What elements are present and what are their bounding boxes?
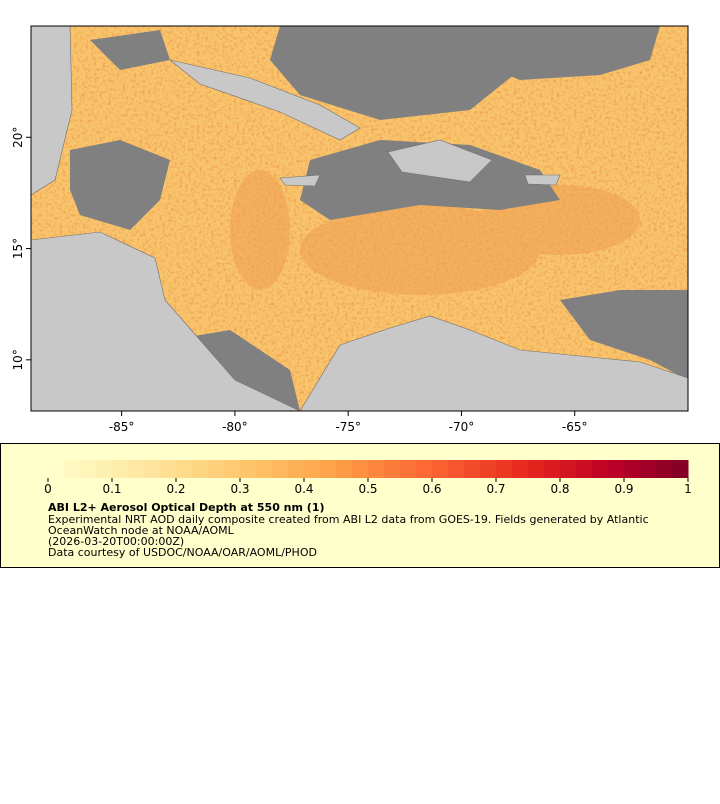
x-tick-label: -65° <box>562 420 588 434</box>
colorbar-step <box>272 460 289 478</box>
colorbar-step <box>96 460 113 478</box>
colorbar-step <box>192 460 209 478</box>
colorbar-step <box>256 460 273 478</box>
colorbar-tick-label: 0.9 <box>614 482 633 496</box>
colorbar-step <box>320 460 337 478</box>
colorbar-tick-label: 0.3 <box>230 482 249 496</box>
colorbar-step <box>400 460 417 478</box>
colorbar-step <box>64 460 81 478</box>
colorbar-tick-label: 0 <box>44 482 52 496</box>
colorbar-step <box>304 460 321 478</box>
legend-line: (2026-03-20T00:00:00Z) <box>48 535 184 548</box>
colorbar-step <box>112 460 129 478</box>
y-tick-label: 10° <box>11 349 25 370</box>
x-tick-label: -85° <box>109 420 135 434</box>
colorbar-step <box>288 460 305 478</box>
legend-line: Data courtesy of USDOC/NOAA/OAR/AOML/PHO… <box>48 546 317 559</box>
colorbar-step <box>144 460 161 478</box>
colorbar-step <box>432 460 449 478</box>
colorbar-step <box>560 460 577 478</box>
colorbar-step <box>608 460 625 478</box>
map <box>31 26 688 411</box>
colorbar-step <box>480 460 497 478</box>
colorbar-step <box>48 460 65 478</box>
map-frame <box>30 25 689 412</box>
colorbar-tick-label: 0.2 <box>166 482 185 496</box>
colorbar-step <box>640 460 657 478</box>
colorbar-step <box>672 460 689 478</box>
axes: -85° -80° -75° -70° -65° 10° 15° 20° <box>11 127 588 434</box>
legend-line: Experimental NRT AOD daily composite cre… <box>48 513 649 526</box>
colorbar-tick-label: 0.1 <box>102 482 121 496</box>
x-tick-label: -70° <box>449 420 475 434</box>
colorbar-step <box>544 460 561 478</box>
colorbar-step <box>592 460 609 478</box>
colorbar-step <box>208 460 225 478</box>
y-tick-label: 15° <box>11 238 25 259</box>
colorbar-step <box>496 460 513 478</box>
colorbar-step <box>336 460 353 478</box>
x-tick-label: -80° <box>222 420 248 434</box>
colorbar-step <box>464 460 481 478</box>
colorbar-step <box>128 460 145 478</box>
colorbar-step <box>80 460 97 478</box>
colorbar-step <box>224 460 241 478</box>
y-tick-label: 20° <box>11 127 25 148</box>
colorbar-tick-label: 0.7 <box>486 482 505 496</box>
legend-title: ABI L2+ Aerosol Optical Depth at 550 nm … <box>48 501 325 514</box>
colorbar-step <box>368 460 385 478</box>
colorbar-step <box>448 460 465 478</box>
land <box>31 26 688 411</box>
colorbar-step <box>624 460 641 478</box>
colorbar-step <box>416 460 433 478</box>
colorbar-step <box>512 460 529 478</box>
colorbar-tick-label: 1 <box>684 482 692 496</box>
colorbar-step <box>656 460 673 478</box>
colorbar-step <box>240 460 257 478</box>
colorbar-step <box>576 460 593 478</box>
colorbar-tick-label: 0.8 <box>550 482 569 496</box>
legend-line: OceanWatch node at NOAA/AOML <box>48 524 235 537</box>
colorbar-step <box>160 460 177 478</box>
colorbar-tick-label: 0.5 <box>358 482 377 496</box>
colorbar-step <box>384 460 401 478</box>
colorbar-tick-label: 0.4 <box>294 482 313 496</box>
colorbar-step <box>352 460 369 478</box>
colorbar-tick-label: 0.6 <box>422 482 441 496</box>
colorbar-step <box>176 460 193 478</box>
x-tick-label: -75° <box>335 420 361 434</box>
colorbar: 0 0.1 0.2 0.3 0.4 0.5 0.6 0.7 0.8 0.9 1 <box>44 460 692 496</box>
colorbar-step <box>528 460 545 478</box>
